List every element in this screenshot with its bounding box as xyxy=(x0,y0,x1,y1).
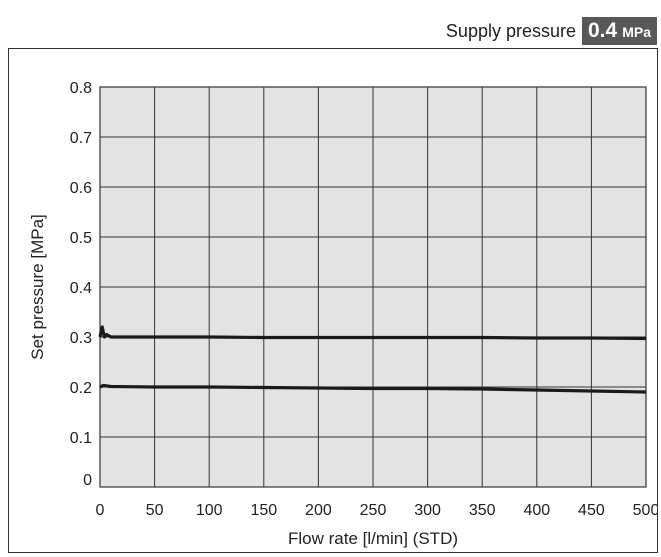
series-line-1 xyxy=(98,325,647,341)
x-axis-label: Flow rate [l/min] (STD) xyxy=(288,529,458,548)
supply-pressure-header: Supply pressure 0.4 MPa xyxy=(446,16,657,46)
supply-pressure-label: Supply pressure xyxy=(445,20,576,41)
x-tick-label: 0 xyxy=(96,502,105,519)
supply-pressure-value: 0.4 xyxy=(588,19,618,42)
x-tick-label: 150 xyxy=(250,502,277,519)
supply-pressure-badge: 0.4 MPa xyxy=(582,17,657,45)
x-tick-label: 450 xyxy=(578,502,605,519)
y-tick-label: 0.8 xyxy=(70,80,92,97)
y-tick-label: 0.7 xyxy=(70,130,92,147)
x-tick-label: 50 xyxy=(146,502,164,519)
y-tick-label: 0.3 xyxy=(70,330,92,347)
x-tick-label: 200 xyxy=(305,502,332,519)
chart-frame: 0 50 100 150 200 250 300 350 400 450 500 0 0.1 0.2 0.3… xyxy=(8,48,658,553)
y-tick-label: 0.1 xyxy=(70,430,92,447)
y-tick-label: 0.6 xyxy=(70,180,92,197)
x-tick-label: 100 xyxy=(196,502,223,519)
y-tick-label: 0.5 xyxy=(70,230,92,247)
x-tick-label: 250 xyxy=(360,502,387,519)
series-line-2 xyxy=(99,383,647,394)
y-tick-label: 0 xyxy=(83,472,92,489)
y-axis-label: Set pressure [MPa] xyxy=(28,214,47,360)
y-tick-label: 0.4 xyxy=(70,280,92,297)
y-tick-label: 0.2 xyxy=(70,380,92,397)
x-tick-label: 300 xyxy=(414,502,441,519)
x-tick-label: 350 xyxy=(469,502,496,519)
x-tick-label: 500 xyxy=(633,502,657,519)
pressure-flow-chart: 0 50 100 150 200 250 300 350 400 450 500 0 0.1 0.2 0.3… xyxy=(28,80,657,548)
supply-pressure-unit: MPa xyxy=(622,24,651,40)
x-tick-label: 400 xyxy=(523,502,550,519)
